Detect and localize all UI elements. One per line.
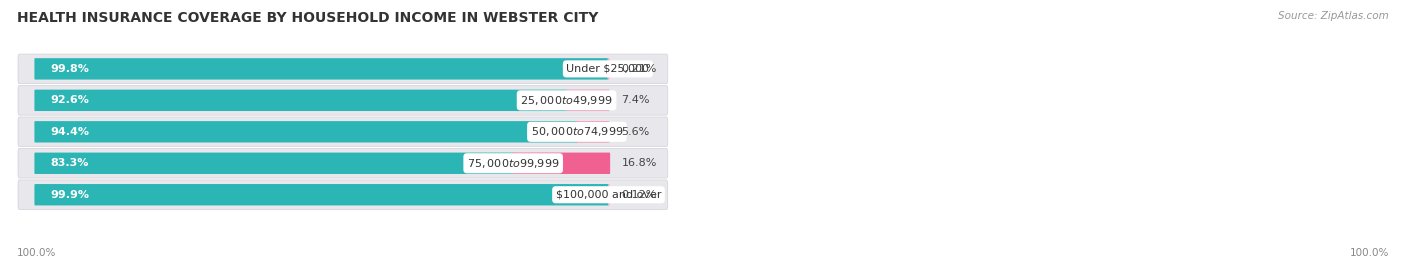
Text: 5.6%: 5.6% xyxy=(621,127,650,137)
Text: 99.8%: 99.8% xyxy=(51,64,90,74)
Text: Source: ZipAtlas.com: Source: ZipAtlas.com xyxy=(1278,11,1389,21)
FancyBboxPatch shape xyxy=(18,54,668,84)
Text: $75,000 to $99,999: $75,000 to $99,999 xyxy=(467,157,560,170)
Text: 100.0%: 100.0% xyxy=(1350,248,1389,258)
Text: 7.4%: 7.4% xyxy=(621,95,650,105)
FancyBboxPatch shape xyxy=(18,180,668,210)
Text: $50,000 to $74,999: $50,000 to $74,999 xyxy=(530,125,623,138)
FancyBboxPatch shape xyxy=(18,117,668,147)
Text: 0.12%: 0.12% xyxy=(621,190,657,200)
Text: 92.6%: 92.6% xyxy=(51,95,90,105)
FancyBboxPatch shape xyxy=(34,153,513,174)
Text: 99.9%: 99.9% xyxy=(51,190,90,200)
FancyBboxPatch shape xyxy=(567,90,610,111)
FancyBboxPatch shape xyxy=(607,184,610,206)
FancyBboxPatch shape xyxy=(607,58,610,80)
FancyBboxPatch shape xyxy=(18,148,668,178)
Text: HEALTH INSURANCE COVERAGE BY HOUSEHOLD INCOME IN WEBSTER CITY: HEALTH INSURANCE COVERAGE BY HOUSEHOLD I… xyxy=(17,11,598,25)
FancyBboxPatch shape xyxy=(34,184,609,206)
FancyBboxPatch shape xyxy=(34,121,578,143)
Text: $100,000 and over: $100,000 and over xyxy=(555,190,661,200)
FancyBboxPatch shape xyxy=(34,58,609,80)
FancyBboxPatch shape xyxy=(34,90,567,111)
Text: 94.4%: 94.4% xyxy=(51,127,90,137)
FancyBboxPatch shape xyxy=(513,153,610,174)
Text: $25,000 to $49,999: $25,000 to $49,999 xyxy=(520,94,613,107)
Text: 16.8%: 16.8% xyxy=(621,158,658,168)
FancyBboxPatch shape xyxy=(576,121,610,143)
FancyBboxPatch shape xyxy=(18,86,668,115)
Text: 83.3%: 83.3% xyxy=(51,158,89,168)
Text: 100.0%: 100.0% xyxy=(17,248,56,258)
Text: 0.21%: 0.21% xyxy=(621,64,657,74)
Text: Under $25,000: Under $25,000 xyxy=(567,64,650,74)
